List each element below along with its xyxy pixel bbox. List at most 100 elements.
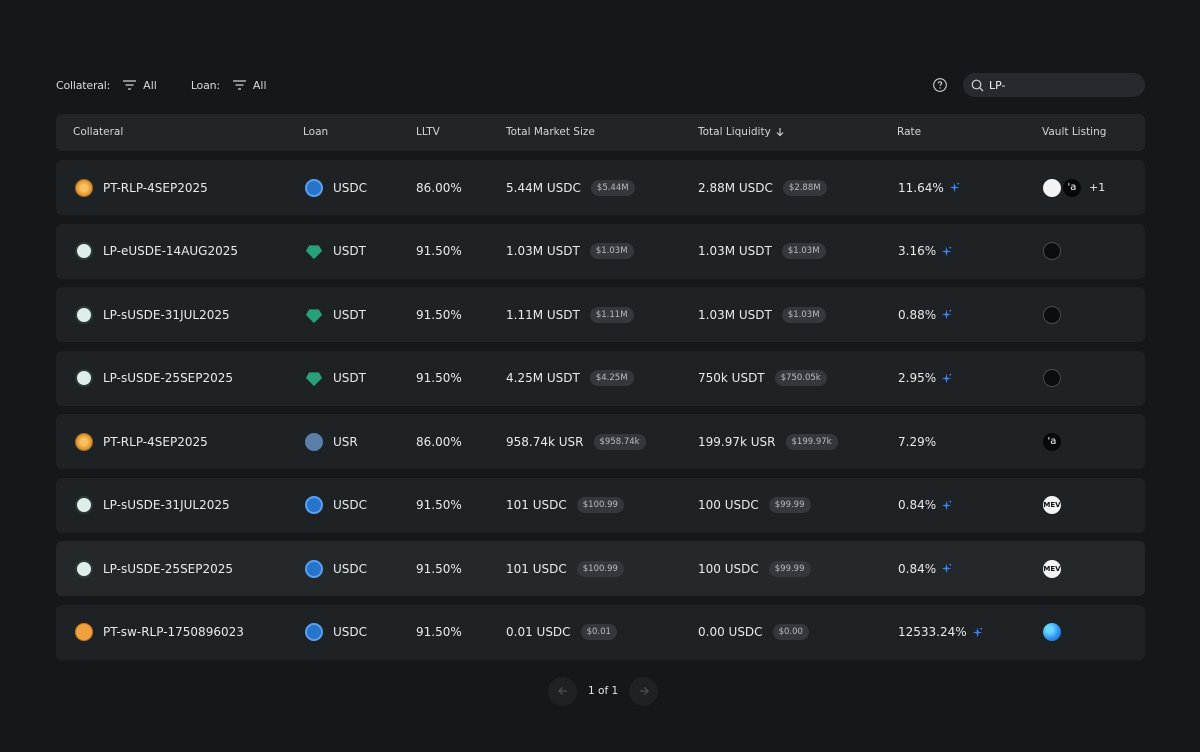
sort-down-icon	[776, 128, 784, 137]
resolv-vault-icon[interactable]: 'a	[1063, 178, 1081, 197]
table-row[interactable]: PT-sw-RLP-1750896023 USDC 91.50% 0.01 USDC $…	[56, 604, 1145, 660]
usdc-icon	[305, 496, 323, 514]
table-row[interactable]: PT-RLP-4SEP2025 USR 86.00% 958.74k USR $958.…	[56, 414, 1145, 469]
rate-value: 0.88%	[898, 307, 937, 322]
loan-name: USDT	[333, 307, 366, 322]
total-liquidity-value: 100 USDC	[698, 498, 759, 512]
square-vault-icon[interactable]	[1043, 178, 1061, 197]
table-row[interactable]: PT-RLP-4SEP2025 USDC 86.00% 5.44M USDC $5.44…	[56, 160, 1145, 215]
dark-vault-icon[interactable]	[1043, 369, 1061, 387]
vault-listing-cell: MEV	[1043, 541, 1063, 596]
lltv-cell: 91.50%	[416, 244, 462, 258]
pagination: 1 of 1	[548, 676, 659, 706]
search-input[interactable]	[989, 78, 1129, 92]
pt-rlp-icon	[75, 432, 93, 451]
loan-filter-value: All	[252, 78, 267, 92]
total-liquidity-value: 1.03M USDT	[698, 244, 772, 258]
total-market-size-usd-badge: $0.01	[580, 624, 617, 640]
rate-cell: 7.29%	[898, 414, 936, 469]
total-market-size-cell: 4.25M USDT $4.25M	[506, 351, 634, 406]
lp-susde-icon	[75, 305, 93, 324]
next-page-button[interactable]	[629, 676, 659, 706]
loan-cell: USDT	[305, 224, 366, 279]
column-total-liquidity-label: Total Liquidity	[698, 126, 771, 138]
globe-vault-icon[interactable]	[1043, 623, 1061, 641]
loan-name: USDT	[333, 244, 366, 258]
total-liquidity-value: 0.00 USDC	[698, 625, 763, 639]
collateral-name: PT-RLP-4SEP2025	[103, 180, 208, 195]
total-liquidity-cell: 199.97k USR $199.97k	[698, 414, 838, 469]
collateral-cell: PT-sw-RLP-1750896023	[75, 605, 244, 660]
usdc-icon	[305, 623, 323, 641]
usdt-icon	[305, 245, 323, 260]
search-icon	[971, 79, 984, 91]
column-total-market-size[interactable]: Total Market Size	[506, 126, 595, 138]
loan-name: USDC	[333, 498, 368, 512]
table-row[interactable]: LP-sUSDE-31JUL2025 USDT 91.50% 1.11M USDT $1…	[56, 287, 1145, 342]
collateral-cell: LP-eUSDE-14AUG2025	[75, 224, 238, 279]
table-header: Collateral Loan LLTV Total Market Size T…	[56, 114, 1145, 151]
rate-cell: 11.64%	[898, 160, 960, 215]
collateral-filter-button[interactable]: All	[123, 79, 157, 92]
loan-cell: USR	[305, 414, 358, 469]
table-row[interactable]: LP-sUSDE-25SEP2025 USDC 91.50% 101 USDC $100…	[56, 541, 1145, 596]
total-market-size-value: 0.01 USDC	[506, 625, 571, 639]
sparkle-icon	[941, 500, 952, 510]
help-icon[interactable]	[932, 77, 948, 93]
total-market-size-usd-badge: $958.74k	[593, 433, 646, 450]
loan-cell: USDT	[305, 287, 366, 342]
collateral-name: PT-RLP-4SEP2025	[103, 434, 208, 449]
total-market-size-cell: 958.74k USR $958.74k	[506, 414, 646, 469]
mev-vault-icon[interactable]: MEV	[1043, 559, 1061, 578]
vault-listing-cell: 'a +1	[1043, 160, 1105, 215]
collateral-cell: LP-sUSDE-25SEP2025	[75, 541, 233, 596]
rate-value: 0.84%	[898, 561, 937, 576]
vault-listing-cell	[1043, 605, 1063, 660]
total-market-size-value: 958.74k USR	[506, 434, 584, 449]
search-box[interactable]	[963, 73, 1145, 97]
usdt-icon	[305, 372, 323, 387]
loan-name: USDC	[333, 625, 368, 639]
dark-vault-icon[interactable]	[1043, 305, 1061, 324]
total-market-size-cell: 1.11M USDT $1.11M	[506, 287, 634, 342]
collateral-cell: LP-sUSDE-31JUL2025	[75, 478, 230, 533]
previous-page-button[interactable]	[548, 676, 577, 706]
total-market-size-value: 101 USDC	[506, 561, 567, 576]
more-vaults-count[interactable]: +1	[1089, 181, 1106, 194]
total-market-size-value: 1.11M USDT	[506, 307, 580, 322]
column-loan[interactable]: Loan	[303, 126, 329, 138]
total-market-size-usd-badge: $1.11M	[589, 306, 634, 323]
column-rate[interactable]: Rate	[897, 126, 922, 138]
collateral-cell: PT-RLP-4SEP2025	[75, 160, 208, 215]
total-liquidity-value: 199.97k USR	[698, 434, 776, 449]
loan-name: USDC	[333, 561, 368, 576]
total-liquidity-usd-badge: $99.99	[768, 560, 811, 577]
table-row[interactable]: LP-sUSDE-25SEP2025 USDT 91.50% 4.25M USDT $4…	[56, 350, 1145, 406]
loan-cell: USDT	[305, 351, 366, 406]
arrow-right-icon	[639, 687, 649, 695]
dark-vault-icon[interactable]	[1043, 242, 1061, 260]
column-lltv[interactable]: LLTV	[416, 126, 440, 138]
total-liquidity-usd-badge: $99.99	[768, 497, 811, 513]
rate-cell: 2.95%	[898, 351, 952, 406]
total-liquidity-cell: 100 USDC $99.99	[698, 478, 811, 533]
loan-filter-button[interactable]: All	[232, 78, 267, 92]
table-row[interactable]: LP-eUSDE-14AUG2025 USDT 91.50% 1.03M USDT $1…	[56, 223, 1145, 279]
rate-value: 12533.24%	[898, 625, 967, 639]
resolv-vault-icon[interactable]: 'a	[1043, 432, 1061, 451]
collateral-cell: PT-RLP-4SEP2025	[75, 414, 208, 469]
column-total-liquidity[interactable]: Total Liquidity	[698, 126, 785, 138]
table-row[interactable]: LP-sUSDE-31JUL2025 USDC 91.50% 101 USDC $100…	[56, 477, 1145, 533]
column-collateral[interactable]: Collateral	[73, 126, 124, 138]
collateral-name: LP-sUSDE-31JUL2025	[103, 307, 230, 322]
arrow-left-icon	[557, 687, 567, 695]
mev-vault-icon[interactable]: MEV	[1043, 496, 1061, 514]
loan-cell: USDC	[305, 605, 367, 660]
total-market-size-cell: 5.44M USDC $5.44M	[506, 160, 635, 215]
total-liquidity-cell: 100 USDC $99.99	[698, 541, 811, 596]
rate-cell: 0.88%	[898, 287, 952, 342]
usdc-icon	[305, 559, 323, 578]
total-market-size-usd-badge: $1.03M	[589, 243, 634, 259]
rate-value: 0.84%	[898, 498, 937, 512]
column-vault-listing[interactable]: Vault Listing	[1042, 126, 1107, 138]
